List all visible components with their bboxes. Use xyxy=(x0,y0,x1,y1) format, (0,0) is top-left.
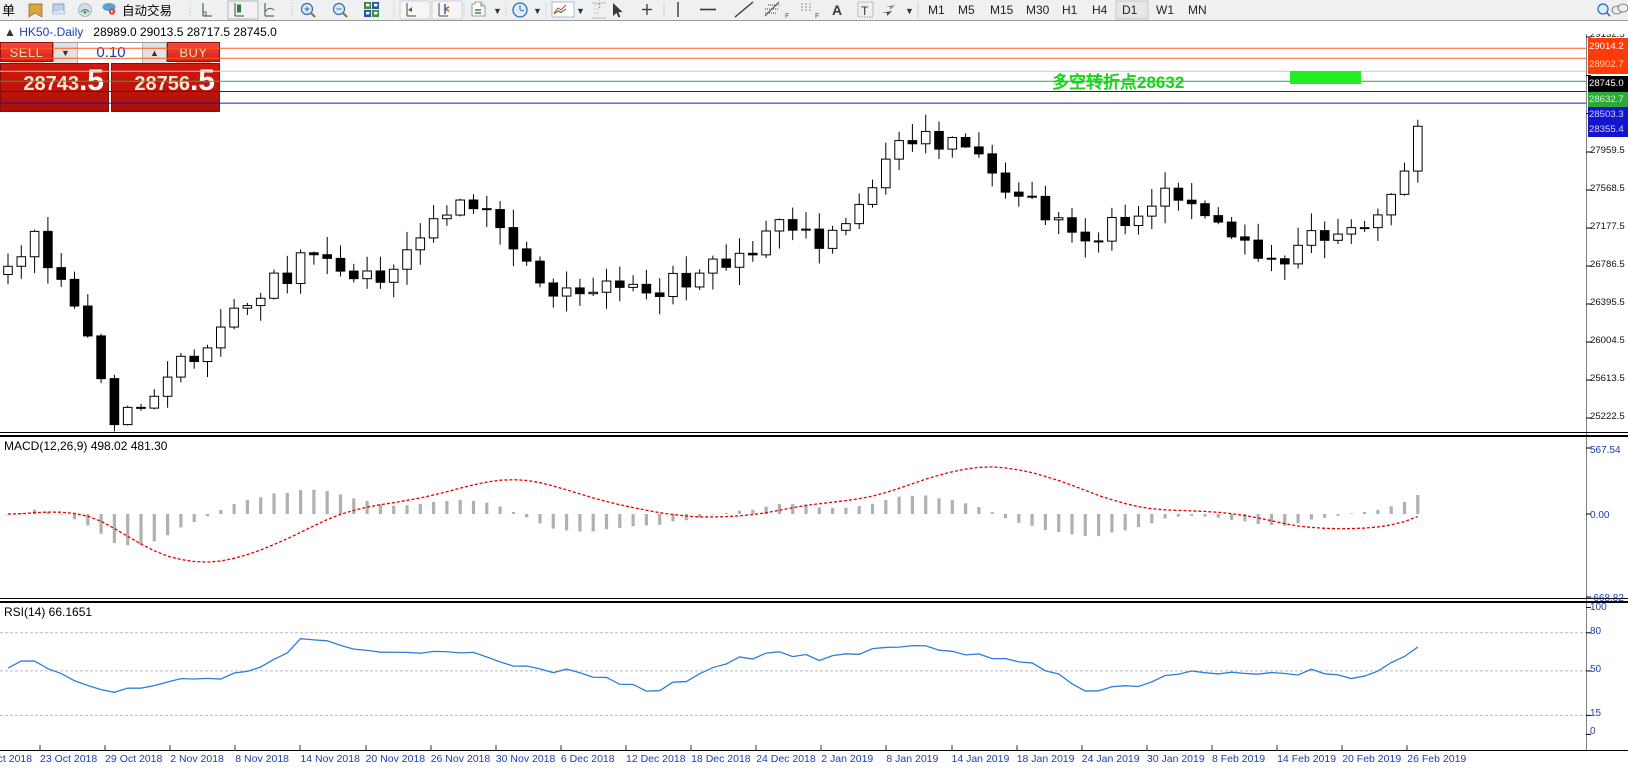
svg-text:M30: M30 xyxy=(1026,3,1050,17)
svg-text:单: 单 xyxy=(2,3,15,18)
svg-text:自动交易: 自动交易 xyxy=(122,3,172,18)
svg-text:M15: M15 xyxy=(990,3,1014,17)
svg-text:F: F xyxy=(815,13,819,20)
svg-text:▼: ▼ xyxy=(493,6,502,16)
svg-text:T: T xyxy=(861,4,869,18)
svg-text:W1: W1 xyxy=(1156,3,1174,17)
svg-text:A: A xyxy=(832,2,842,18)
svg-text:▼: ▼ xyxy=(905,6,914,16)
svg-text:M5: M5 xyxy=(958,3,975,17)
svg-text:▼: ▼ xyxy=(576,6,585,16)
svg-text:D1: D1 xyxy=(1122,3,1138,17)
svg-text:MN: MN xyxy=(1188,3,1207,17)
svg-text:F: F xyxy=(785,13,789,20)
svg-text:M1: M1 xyxy=(928,3,945,17)
svg-text:H1: H1 xyxy=(1062,3,1078,17)
svg-text:▼: ▼ xyxy=(533,6,542,16)
svg-text:H4: H4 xyxy=(1092,3,1108,17)
